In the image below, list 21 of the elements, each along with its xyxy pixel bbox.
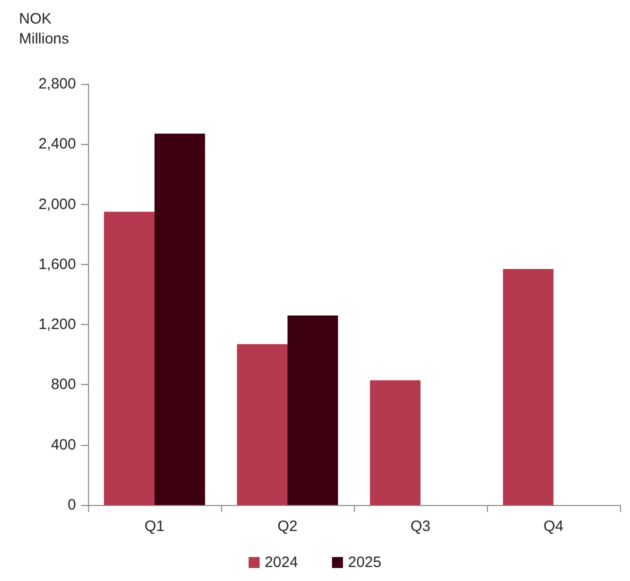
y-tick-label: 800 xyxy=(50,376,76,394)
y-tick-label: 400 xyxy=(50,436,76,454)
y-tick-label: 2,400 xyxy=(38,136,76,153)
bar xyxy=(104,212,154,505)
y-tick-label: 2,000 xyxy=(38,196,76,213)
x-tick-label: Q2 xyxy=(277,518,298,535)
bar xyxy=(288,316,338,505)
bar xyxy=(236,344,288,505)
y-axis-title: NOK Millions xyxy=(19,10,70,48)
y-tick-label: 1,200 xyxy=(38,316,76,334)
bar xyxy=(154,134,206,505)
y-tick-label: 2,800 xyxy=(38,76,76,92)
legend-label: 2025 xyxy=(348,554,382,571)
bar xyxy=(502,268,554,505)
legend-label: 2024 xyxy=(264,554,298,571)
x-tick-label: Q1 xyxy=(144,518,165,535)
y-tick-label: 0 xyxy=(68,496,76,514)
x-tick-label: Q4 xyxy=(543,518,564,535)
x-tick-label: Q3 xyxy=(410,518,431,535)
y-tick-label: 1,600 xyxy=(38,256,76,273)
bar xyxy=(370,380,420,505)
